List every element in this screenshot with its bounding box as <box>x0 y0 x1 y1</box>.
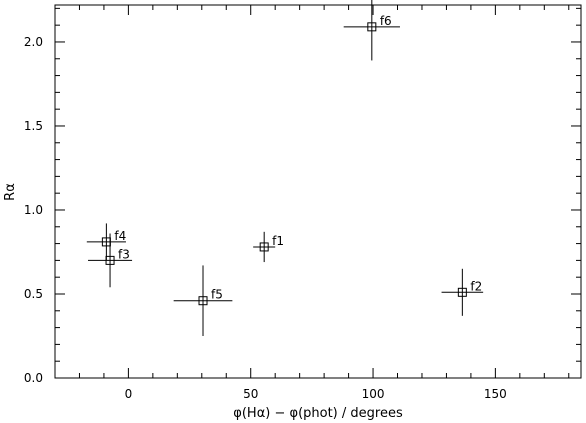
y-tick-label: 0.0 <box>24 371 43 385</box>
point-marker <box>457 287 467 297</box>
y-tick-label: 1.0 <box>24 203 43 217</box>
data-point: f1 <box>253 231 284 263</box>
data-point: f6 <box>343 0 400 61</box>
point-label: f3 <box>118 247 130 261</box>
data-point: f4 <box>86 223 126 261</box>
axis-ticks <box>54 5 581 379</box>
point-label: f6 <box>380 14 392 28</box>
point-label: f4 <box>114 229 126 243</box>
point-marker <box>259 242 269 252</box>
y-tick-label: 2.0 <box>24 35 43 49</box>
y-tick-label: 0.5 <box>24 287 43 301</box>
x-tick-label: 0 <box>125 387 133 401</box>
x-tick-label: 150 <box>484 387 507 401</box>
x-tick-labels: 0 50 100 150 <box>125 387 507 401</box>
point-label: f1 <box>272 234 284 248</box>
data-points: f1 f2 f3 f4 f5 f6 <box>86 0 484 336</box>
point-label: f2 <box>470 279 482 293</box>
y-axis-title: Rα <box>3 183 18 201</box>
x-tick-label: 100 <box>362 387 385 401</box>
plot-frame <box>54 4 582 379</box>
point-marker <box>101 237 111 247</box>
point-marker <box>367 22 377 32</box>
x-tick-label: 50 <box>243 387 258 401</box>
data-point: f5 <box>173 265 233 336</box>
x-axis-title: φ(Hα) − φ(phot) / degrees <box>233 406 403 421</box>
point-label: f5 <box>211 288 223 302</box>
y-tick-label: 1.5 <box>24 119 43 133</box>
point-marker <box>198 296 208 306</box>
data-point: f2 <box>441 268 484 316</box>
y-tick-labels: 0.0 0.5 1.0 1.5 2.0 <box>24 35 43 385</box>
